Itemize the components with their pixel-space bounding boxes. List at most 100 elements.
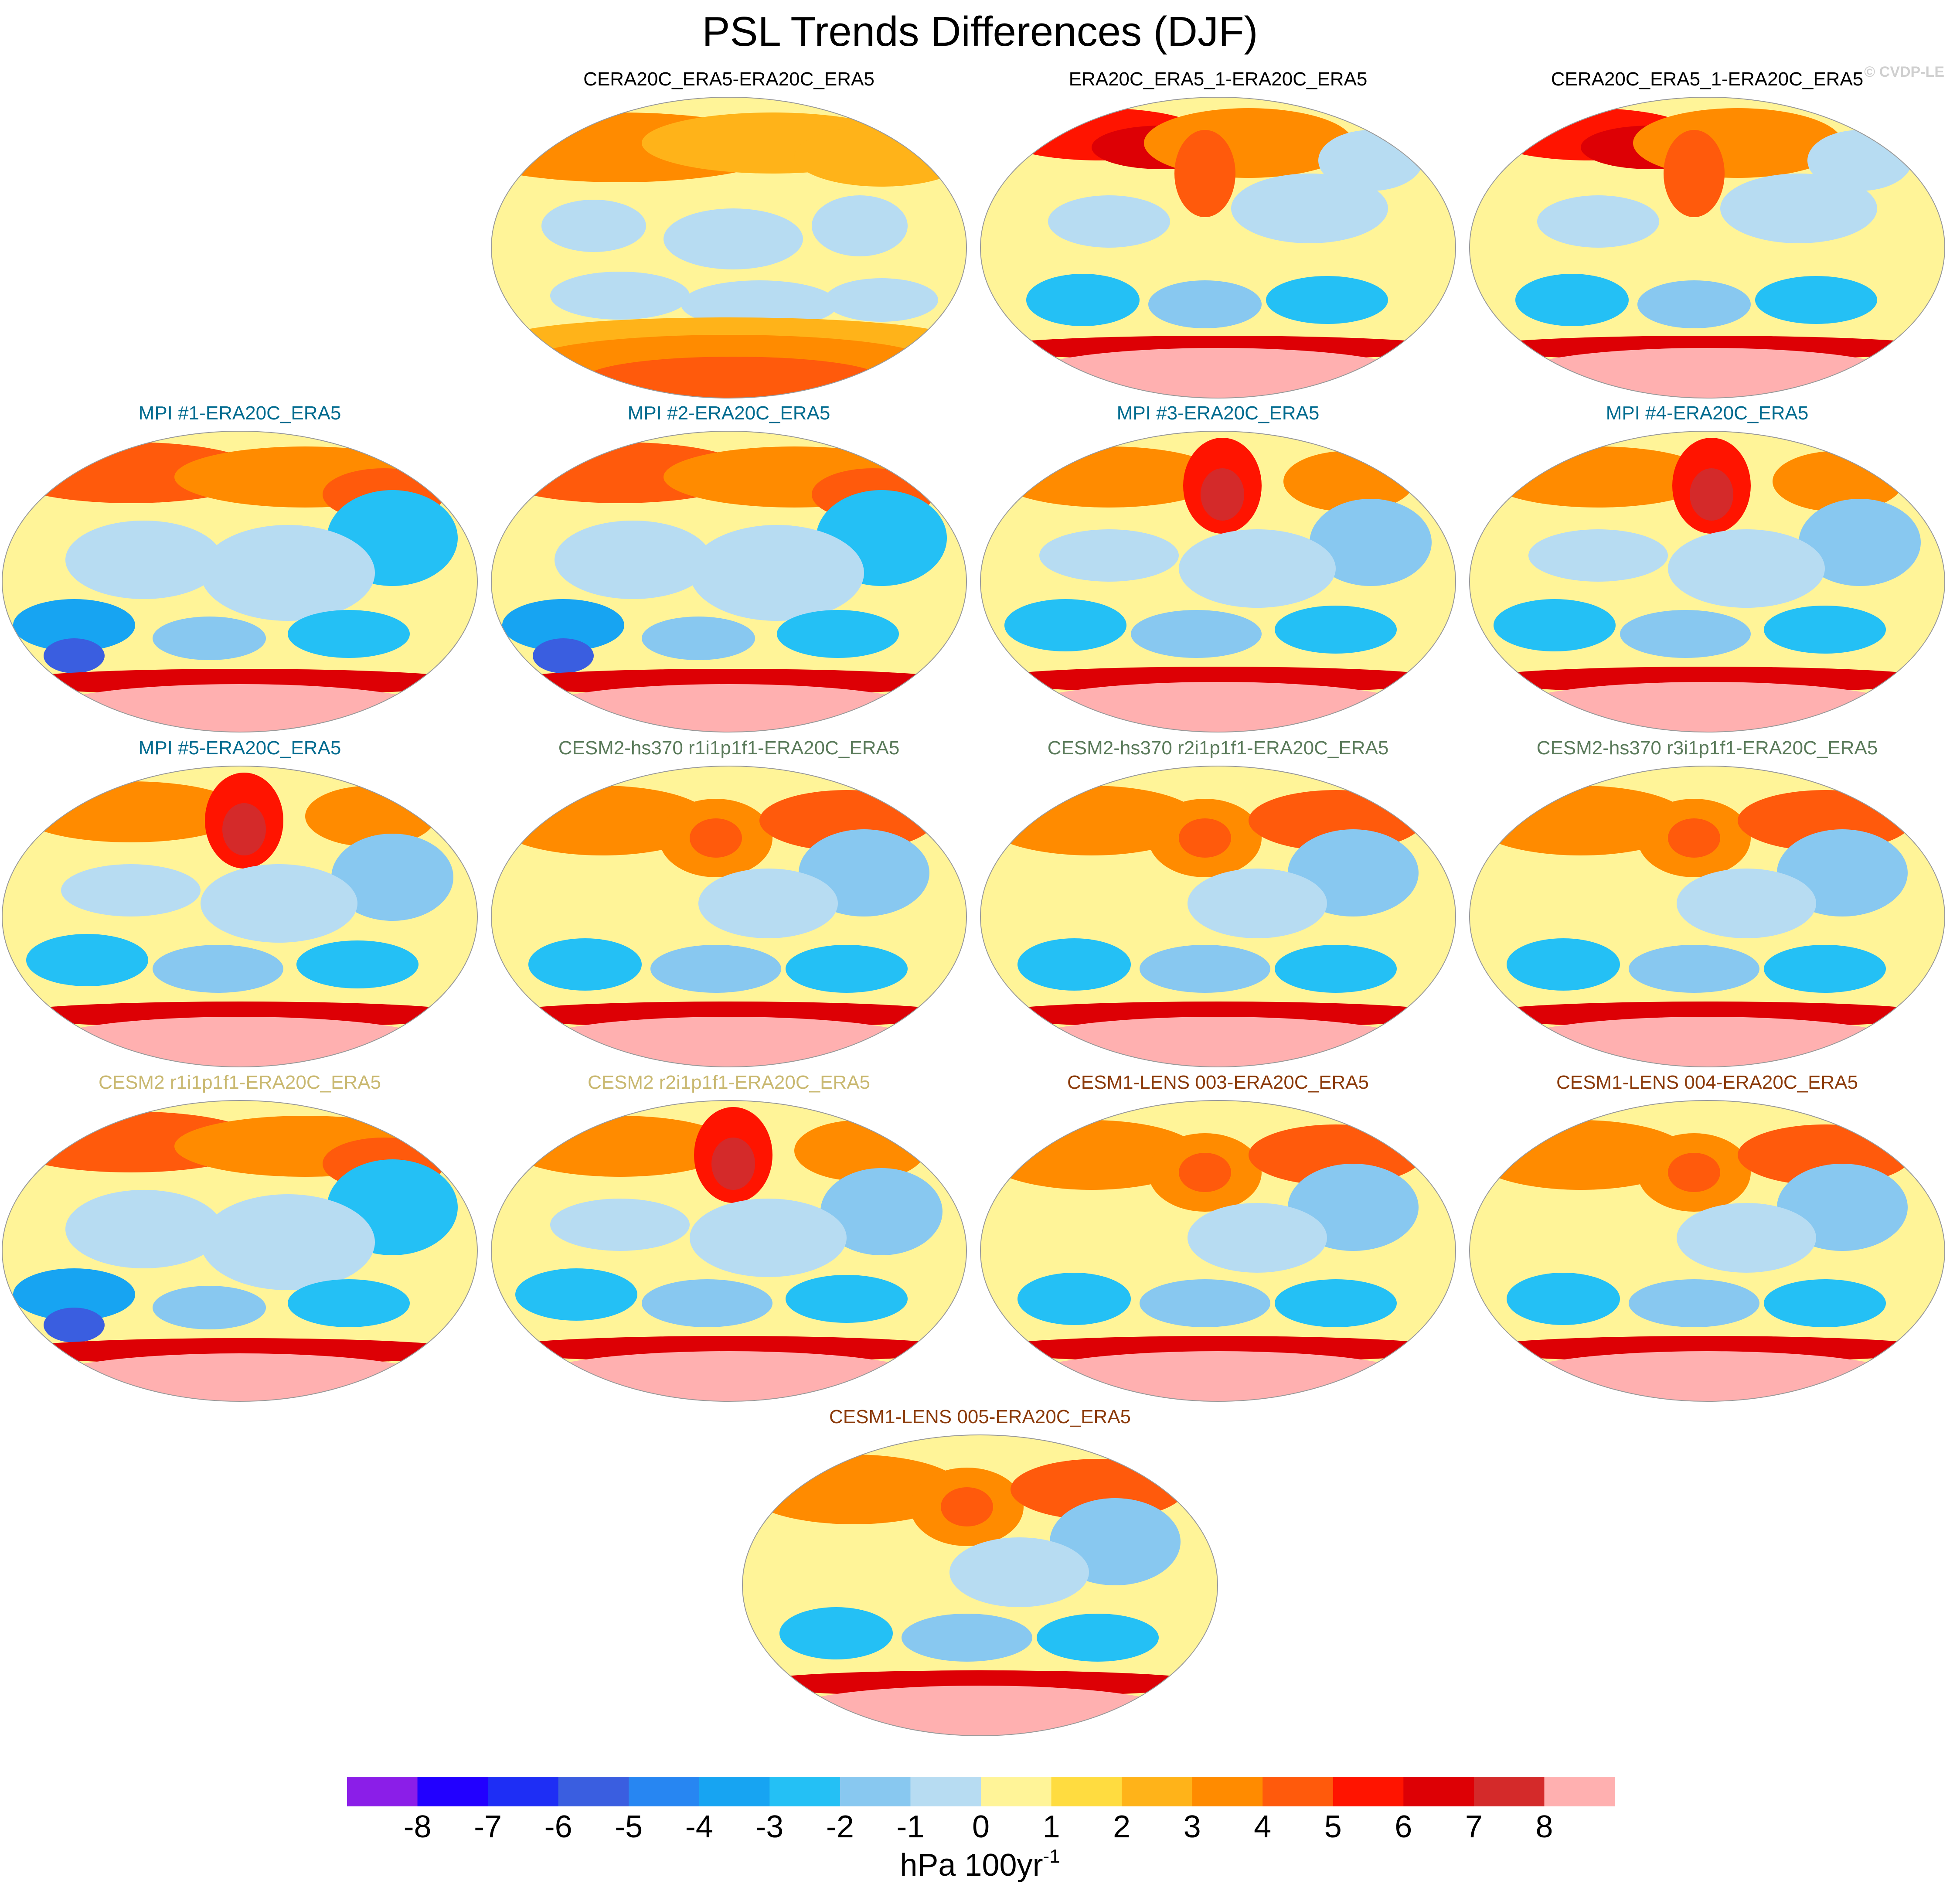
trend-field-region — [642, 1279, 772, 1327]
trend-field-region — [288, 610, 410, 658]
trend-field-region — [1026, 274, 1140, 326]
trend-field-region — [711, 1138, 755, 1190]
map-outline — [980, 431, 1456, 732]
trend-field-region — [794, 126, 966, 187]
colorbar-tick-label: -4 — [685, 1809, 713, 1844]
trend-field-region — [288, 1279, 410, 1327]
trend-field-region — [1629, 1279, 1759, 1327]
map-panel: MPI #4-ERA20C_ERA5 — [1467, 401, 1947, 735]
trend-field-region — [1764, 945, 1886, 993]
trend-field-region — [153, 945, 283, 993]
panel-title: CESM2 r1i1p1f1-ERA20C_ERA5 — [98, 1072, 381, 1093]
panel-title: CESM2-hs370 r2i1p1f1-ERA20C_ERA5 — [1047, 737, 1389, 759]
trend-field-region — [585, 357, 881, 398]
trend-field-region — [153, 1286, 266, 1329]
trend-field-region — [201, 864, 357, 943]
colorbar-swatch — [840, 1777, 911, 1806]
panel-title: CESM1-LENS 005-ERA20C_ERA5 — [829, 1406, 1131, 1427]
map-outline — [1469, 766, 1945, 1067]
trend-field-region — [1266, 276, 1388, 324]
trend-field-region — [493, 669, 964, 695]
colorbar-swatch — [1544, 1777, 1615, 1806]
trend-field-region — [1472, 1336, 1943, 1362]
trend-field-region — [1275, 945, 1397, 993]
trend-field-region — [690, 1199, 847, 1277]
trend-field-region — [1231, 174, 1388, 243]
map-outline — [742, 1434, 1218, 1736]
world-map — [1469, 431, 1945, 732]
trend-field-region — [61, 864, 201, 916]
colorbar-swatch — [558, 1777, 629, 1806]
map-panel: CESM2-hs370 r3i1p1f1-ERA20C_ERA5 — [1467, 736, 1947, 1070]
trend-field-region — [1017, 1273, 1131, 1325]
trend-field-region — [1515, 348, 1899, 398]
panel-map — [978, 764, 1458, 1069]
world-map — [980, 1100, 1456, 1402]
trend-field-region — [1507, 1273, 1620, 1325]
colorbar-swatch — [1262, 1777, 1334, 1806]
trend-field-region — [541, 200, 646, 252]
trend-field-region — [201, 525, 375, 621]
trend-field-region — [515, 1268, 637, 1321]
map-panel: MPI #2-ERA20C_ERA5 — [489, 401, 969, 735]
panel-title: CESM1-LENS 004-ERA20C_ERA5 — [1556, 1072, 1858, 1093]
trend-field-region — [1140, 1279, 1270, 1327]
map-outline — [1469, 431, 1945, 732]
trend-field-region — [698, 869, 838, 938]
map-panel: MPI #1-ERA20C_ERA5 — [0, 401, 480, 735]
trend-field-region — [1472, 667, 1943, 693]
trend-field-region — [1637, 280, 1751, 328]
panel-map — [1467, 95, 1947, 400]
trend-field-region — [983, 1336, 1453, 1362]
trend-field-region — [1148, 280, 1262, 328]
trend-field-region — [1039, 1203, 1196, 1255]
colorbar-swatches — [347, 1777, 1615, 1806]
trend-field-region — [1511, 682, 1903, 732]
trend-field-region — [528, 938, 642, 991]
trend-field-region — [1629, 945, 1759, 993]
colorbar-swatch — [347, 1777, 418, 1806]
trend-field-region — [1048, 195, 1170, 248]
trend-field-region — [493, 1336, 964, 1362]
colorbar-swatch — [488, 1777, 559, 1806]
trend-field-region — [296, 940, 419, 988]
world-map — [2, 1100, 478, 1402]
panel-title: CESM1-LENS 003-ERA20C_ERA5 — [1067, 1072, 1369, 1093]
trend-field-region — [4, 669, 475, 695]
panel-map — [978, 1098, 1458, 1404]
colorbar-swatch — [910, 1777, 981, 1806]
trend-field-region — [1140, 945, 1270, 993]
colorbar-swatch — [629, 1777, 700, 1806]
trend-field-region — [1511, 1351, 1903, 1401]
trend-field-region — [533, 684, 925, 732]
trend-field-region — [1201, 468, 1244, 521]
trend-field-region — [664, 208, 803, 269]
trend-field-region — [949, 1537, 1089, 1607]
trend-field-region — [779, 1607, 893, 1659]
trend-field-region — [820, 1168, 943, 1255]
trend-field-region — [1037, 1614, 1159, 1662]
trend-field-region — [1310, 499, 1432, 586]
world-map — [491, 97, 967, 399]
trend-field-region — [825, 278, 938, 322]
trend-field-region — [44, 1353, 436, 1401]
trend-field-region — [222, 803, 266, 855]
trend-field-region — [1515, 274, 1629, 326]
panel-title: CERA20C_ERA5-ERA20C_ERA5 — [583, 68, 875, 90]
trend-field-region — [533, 1017, 925, 1067]
panel-title: MPI #5-ERA20C_ERA5 — [138, 737, 341, 759]
panel-title: MPI #1-ERA20C_ERA5 — [138, 402, 341, 424]
trend-field-region — [201, 1194, 375, 1290]
credit-label: © CVDP-LE — [1864, 64, 1944, 80]
panel-map — [978, 95, 1458, 400]
trend-field-region — [4, 1002, 475, 1028]
map-panel: CESM2-hs370 r1i1p1f1-ERA20C_ERA5 — [489, 736, 969, 1070]
trend-field-region — [502, 599, 624, 651]
map-outline — [491, 97, 967, 399]
panel-title: CERA20C_ERA5_1-ERA20C_ERA5 — [1551, 68, 1864, 90]
map-outline — [491, 431, 967, 732]
map-outline — [1469, 1100, 1945, 1402]
trend-field-region — [812, 195, 908, 256]
trend-field-region — [13, 599, 135, 651]
trend-field-region — [1668, 818, 1720, 858]
